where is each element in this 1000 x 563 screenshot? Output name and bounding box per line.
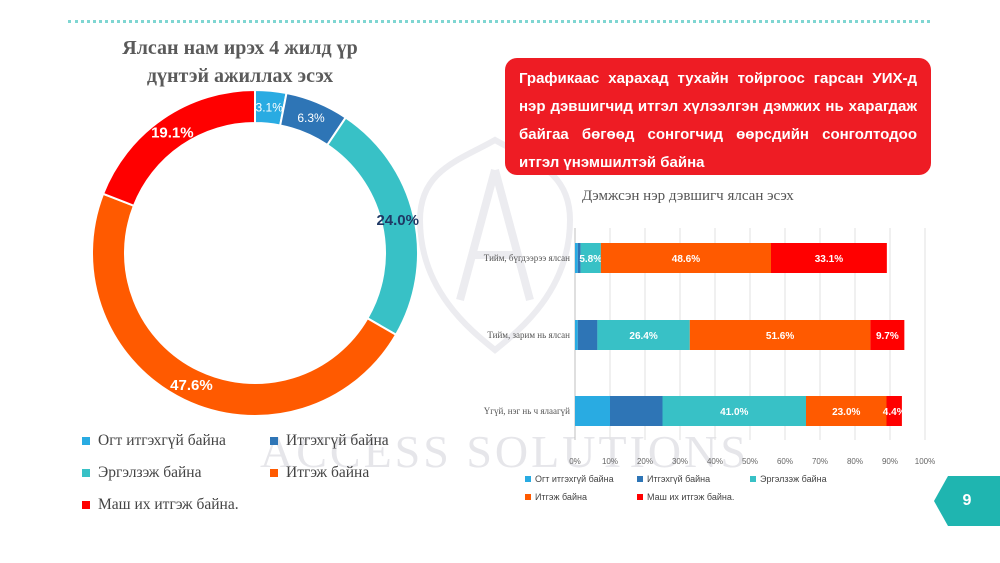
bar-data-label: 23.0%: [832, 407, 860, 418]
bar-segment: [886, 396, 902, 426]
donut-data-label: 6.3%: [297, 111, 325, 125]
donut-title-line-1: Ялсан нам ирэх 4 жилд үр: [122, 37, 358, 59]
bar-segment: [689, 320, 871, 350]
legend-label: Маш их итгэж байна.: [98, 496, 239, 513]
bar-legend-label: Огт итгэхгүй байна: [535, 474, 614, 484]
stacked-bar-chart: 0% 10% 20% 30% 40% 50% 60% 70% 80% 90% 100% Тийм, б…: [484, 228, 935, 502]
bar-segment: [575, 243, 578, 273]
bar-segment: [577, 320, 598, 350]
bar-segment: [662, 396, 806, 426]
donut-title-line-2: дүнтэй ажиллах эсэх: [146, 65, 334, 87]
bar-segment: [610, 396, 663, 426]
legend-swatch: [270, 469, 278, 477]
x-tick-label: 30%: [672, 457, 688, 466]
bar-legend-swatch: [637, 494, 643, 500]
x-tick-label: 80%: [847, 457, 863, 466]
watermark-text: ACCESS SOLUTIONS: [260, 426, 749, 477]
legend-label: Эргэлзэж байна: [98, 464, 202, 481]
top-dotted-divider: [68, 20, 930, 23]
x-tick-label: 0%: [569, 457, 581, 466]
legend-swatch: [82, 469, 90, 477]
bar-data-label: 48.6%: [672, 254, 700, 265]
bar-data-label: 51.6%: [766, 331, 794, 342]
bar-legend-swatch: [637, 476, 643, 482]
legend-item-distrust: Итгэхгүй байна: [270, 432, 389, 450]
x-tick-label: 50%: [742, 457, 758, 466]
bar-data-label: 4.4%: [883, 407, 906, 418]
bar-legend-label: Итгэхгүй байна: [647, 474, 710, 484]
watermark-crest-icon: [416, 136, 574, 354]
callout-box: Графикаас харахад тухайн тойргоос гарсан…: [505, 58, 931, 175]
category-label: Үгүй, нэг нь ч ялаагүй: [484, 406, 570, 416]
x-tick-label: 60%: [777, 457, 793, 466]
donut-chart-title: Ялсан нам ирэх 4 жилд үр дүнтэй ажиллах …: [100, 34, 380, 90]
bar-segment: [575, 320, 578, 350]
x-tick-label: 90%: [882, 457, 898, 466]
donut-chart: 3.1% 6.3% 24.0% 47.6% 19.1%: [91, 88, 419, 417]
page-number-badge: [934, 476, 1000, 526]
bar-legend-swatch: [525, 494, 531, 500]
donut-data-label: 24.0%: [376, 212, 419, 229]
bar-data-label: 26.4%: [629, 331, 657, 342]
legend-label: Итгэхгүй байна: [286, 432, 389, 449]
bar-legend-label: Маш их итгэж байна.: [647, 492, 734, 502]
bar-segment: [870, 320, 905, 350]
page-number: 9: [962, 492, 972, 509]
legend-item-very-distrust: Огт итгэхгүй байна: [82, 432, 226, 450]
x-tick-label: 100%: [915, 457, 935, 466]
x-tick-label: 20%: [637, 457, 653, 466]
legend-label: Огт итгэхгүй байна: [98, 432, 226, 449]
bar-segment: [580, 243, 601, 273]
category-label: Тийм, бүгдээрээ ялсан: [484, 253, 570, 263]
category-label: Тийм, зарим нь ялсан: [487, 330, 570, 340]
bar-segment: [597, 320, 690, 350]
x-tick-label: 40%: [707, 457, 723, 466]
bar-legend-swatch: [750, 476, 756, 482]
bar-legend-swatch: [525, 476, 531, 482]
bar-data-label: 9.7%: [876, 331, 899, 342]
x-tick-label: 70%: [812, 457, 828, 466]
bar-legend-label: Эргэлзэж байна: [760, 474, 827, 484]
bar-data-label: 33.1%: [815, 254, 843, 265]
legend-swatch: [270, 437, 278, 445]
legend-item-strong-trust: Маш их итгэж байна.: [82, 496, 239, 514]
bar-legend-label: Итгэж байна: [535, 492, 587, 502]
bar-segment: [771, 243, 887, 273]
legend-swatch: [82, 437, 90, 445]
x-tick-label: 10%: [602, 457, 618, 466]
legend-label: Итгэж байна: [286, 464, 370, 481]
legend-item-trust: Итгэж байна: [270, 464, 369, 482]
bar-segment: [577, 243, 581, 273]
bar-segment: [600, 243, 771, 273]
bar-data-label: 5.8%: [579, 254, 602, 265]
bar-segment: [806, 396, 887, 426]
legend-swatch: [82, 501, 90, 509]
legend-item-hesitant: Эргэлзэж байна: [82, 464, 201, 482]
bar-chart-title: Дэмжсэн нэр дэвшигч ялсан эсэх: [582, 188, 794, 204]
donut-data-label: 19.1%: [151, 124, 194, 141]
bar-data-label: 41.0%: [720, 407, 748, 418]
donut-data-label: 47.6%: [170, 377, 213, 394]
donut-data-label: 3.1%: [256, 100, 284, 114]
donut-slice: [101, 88, 256, 208]
donut-slice: [91, 192, 398, 417]
bar-segment: [575, 396, 610, 426]
